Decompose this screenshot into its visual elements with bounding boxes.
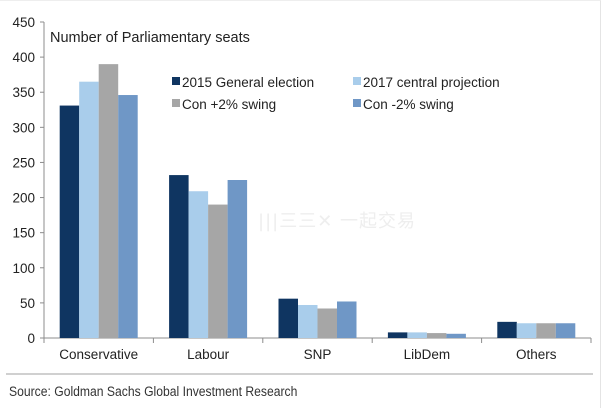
bar-libdem-series-3: [426, 333, 447, 338]
legend-label: 2017 central projection: [363, 75, 500, 90]
y-tick-label: 100: [12, 261, 35, 276]
bar-snp-series-1: [278, 298, 298, 338]
legend-swatch: [172, 77, 180, 85]
bar-labour-series-2: [188, 191, 209, 338]
bar-layer: [59, 64, 576, 338]
bar-libdem-series-2: [407, 332, 427, 338]
bar-libdem-series-1: [387, 332, 408, 338]
chart-title: Number of Parliamentary seats: [50, 30, 250, 46]
legend-swatch: [353, 77, 361, 85]
x-category-label: Labour: [187, 347, 230, 362]
bar-others-series-3: [536, 323, 556, 338]
y-tick-label: 300: [12, 120, 35, 135]
bar-snp-series-2: [298, 304, 318, 338]
bar-conservative-series-2: [79, 81, 99, 338]
bar-snp-series-4: [337, 301, 357, 338]
x-category-label: Others: [516, 347, 557, 362]
x-category-label: LibDem: [404, 347, 451, 362]
watermark: |||三三✕ 一起交易: [258, 211, 416, 232]
x-category-label: Conservative: [59, 347, 138, 362]
bar-conservative-series-1: [59, 105, 80, 338]
bar-snp-series-3: [317, 308, 337, 338]
x-category-label: SNP: [304, 347, 332, 362]
legend-label: Con -2% swing: [363, 97, 454, 112]
y-tick-label: 0: [27, 331, 35, 346]
y-tick-label: 450: [12, 15, 35, 30]
y-tick-label: 150: [12, 226, 35, 241]
bar-others-series-4: [555, 323, 576, 338]
legend-swatch: [172, 99, 180, 107]
legend-swatch: [353, 99, 361, 107]
y-tick-label: 400: [12, 50, 35, 65]
legend-label: Con +2% swing: [182, 97, 276, 112]
bar-conservative-series-4: [118, 95, 138, 338]
bar-labour-series-4: [227, 180, 248, 338]
bar-labour-series-1: [169, 175, 189, 338]
y-tick-label: 50: [20, 296, 35, 311]
bar-libdem-series-4: [446, 333, 466, 338]
legend: 2015 General election 2017 central projec…: [172, 75, 500, 112]
bar-others-series-2: [516, 323, 537, 338]
source-note: Source: Goldman Sachs Global Investment …: [9, 384, 298, 399]
legend-label: 2015 General election: [182, 75, 314, 90]
y-tick-label: 350: [12, 85, 35, 100]
bar-labour-series-3: [208, 204, 228, 338]
bar-others-series-1: [497, 321, 517, 338]
y-tick-label: 250: [12, 155, 35, 170]
y-tick-label: 200: [12, 191, 35, 206]
bar-conservative-series-3: [98, 64, 119, 338]
label-layer: 0 50 100 150 200 250 300 350 400 450 Conservative L…: [12, 15, 556, 362]
